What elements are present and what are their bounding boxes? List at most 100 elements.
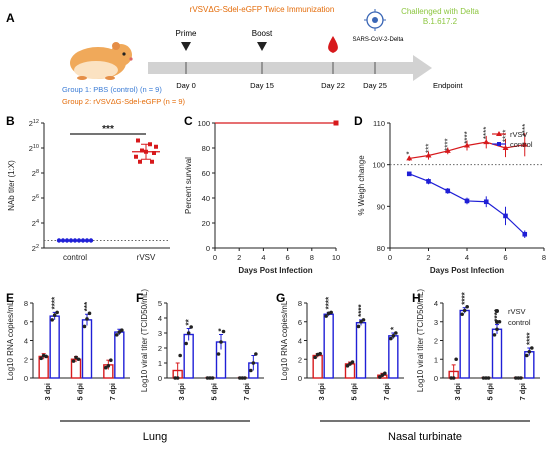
x-tick-label-G-1: 5 dpi [350, 383, 359, 401]
data-point-G-control-2-0 [389, 336, 393, 341]
y-tick-label-B-0: 22 [32, 244, 39, 253]
challenge-variant: B.1.617.2 [423, 17, 458, 26]
timeline-bar [148, 62, 413, 74]
significance-label-D-2: **** [444, 138, 453, 150]
significance-label-G-0: **** [325, 296, 334, 309]
day-15: Day 15 [250, 81, 274, 90]
data-point-B-control-5 [76, 238, 82, 243]
data-point-B-rvsv-0 [136, 138, 140, 143]
data-point-H-rVSV-0-2 [454, 357, 458, 362]
significance-label-D-4: **** [482, 127, 491, 139]
data-point-H-rVSV-1-2 [486, 376, 491, 380]
legend-marker-H-control [495, 320, 499, 324]
data-point-D-control-1 [426, 179, 431, 184]
data-point-B-control-0 [56, 238, 62, 243]
data-point-D-control-0 [406, 171, 412, 177]
significance-label-H-2: **** [525, 332, 534, 345]
x-tick-label-C-3: 6 [286, 253, 290, 262]
significance-label-D-6: **** [521, 124, 530, 136]
group-1-label: Group 1: PBS (control) (n = 9) [62, 85, 162, 94]
y-label-D: % Weigh change [357, 155, 366, 216]
data-point-B-rvsv-3 [140, 148, 144, 153]
data-point-E-control-2-0 [115, 333, 119, 337]
data-point-H-rVSV-1-1 [484, 376, 488, 380]
data-point-G-control-1-2 [361, 318, 366, 322]
significance-label-D-0: * [405, 151, 414, 154]
hamster-illustration [70, 42, 133, 80]
legend-label-D-rVSV: rVSV [510, 130, 528, 139]
x-tick-label-F-0: 3 dpi [177, 383, 186, 401]
data-point-E-rVSV-1-2 [76, 357, 81, 362]
legend-label-H-control: control [508, 318, 531, 327]
y-tick-label-E-4: 8 [24, 299, 28, 308]
x-tick-label-B-1: rVSV [137, 253, 156, 262]
data-point-F-rVSV-1-2 [210, 376, 215, 380]
x-tick-label-F-2: 7 dpi [242, 383, 251, 401]
data-point-G-rVSV-1-1 [348, 362, 352, 366]
x-tick-label-H-1: 5 dpi [486, 383, 495, 401]
bar-E-control-2 [114, 331, 125, 379]
data-point-H-control-2-0 [525, 353, 529, 358]
data-point-F-control-1-1 [219, 340, 223, 344]
data-point-F-control-1-0 [216, 352, 221, 356]
bar-G-control-1 [355, 321, 367, 379]
y-tick-label-H-3: 3 [434, 318, 438, 327]
y-tick-label-G-3: 6 [298, 318, 302, 327]
bar-H-control-1 [491, 328, 503, 379]
data-point-G-control-2-1 [391, 334, 396, 338]
data-point-F-rVSV-2-1 [240, 376, 245, 380]
x-tick-label-E-2: 7 dpi [108, 383, 117, 401]
day-0: Day 0 [176, 81, 196, 90]
data-point-H-control-1-1 [495, 327, 499, 332]
data-point-F-rVSV-0-0 [173, 376, 177, 380]
data-point-E-rVSV-0-0 [39, 356, 43, 361]
data-point-G-rVSV-1-2 [350, 360, 355, 364]
significance-label-G-1: **** [357, 304, 366, 317]
bar-E-control-1 [81, 319, 93, 379]
y-tick-label-E-0: 0 [24, 374, 28, 383]
event-boost: Boost [252, 29, 273, 38]
survival-marker-C [333, 120, 339, 126]
x-tick-label-H-0: 3 dpi [453, 383, 462, 401]
y-tick-label-C-0: 0 [206, 244, 210, 253]
y-tick-label-H-4: 4 [434, 299, 438, 308]
significance-label-E-0: **** [51, 296, 60, 309]
y-tick-label-E-1: 2 [24, 355, 28, 364]
data-point-E-rVSV-2-2 [109, 358, 113, 362]
data-point-F-rVSV-0-1 [175, 376, 180, 380]
x-label-C: Days Post Infection [238, 266, 312, 275]
immunization-header: rVSVΔG-Sdel-eGFP Twice Immunization [190, 5, 335, 14]
panel-label-b: B [6, 114, 15, 128]
data-point-B-control-7 [84, 238, 90, 243]
y-tick-label-C-5: 100 [197, 119, 210, 128]
data-point-F-rVSV-0-2 [178, 353, 182, 358]
y-tick-label-C-2: 40 [202, 194, 210, 203]
data-point-D-rVSV-4 [483, 139, 490, 145]
y-tick-label-E-2: 4 [24, 337, 28, 346]
x-tick-label-H-2: 7 dpi [518, 383, 527, 401]
data-point-F-control-0-2 [189, 325, 193, 329]
significance-label-B: *** [102, 124, 114, 135]
timeline-arrowhead [413, 55, 432, 81]
x-tick-label-E-1: 5 dpi [76, 383, 85, 401]
data-point-B-control-4 [72, 238, 78, 243]
data-point-G-control-0-0 [324, 314, 328, 318]
data-point-D-rVSV-5 [502, 145, 509, 150]
y-tick-label-B-3: 28 [32, 169, 39, 178]
x-tick-label-C-0: 0 [213, 253, 217, 262]
data-point-B-rvsv-7 [138, 159, 142, 164]
y-label-B: NAb titer (1:X) [7, 160, 16, 211]
bar-G-control-2 [388, 335, 399, 379]
y-tick-label-D-2: 100 [372, 161, 385, 170]
y-tick-label-F-2: 2 [158, 344, 162, 353]
data-point-H-control-0-2 [465, 304, 469, 309]
data-point-F-control-1-2 [221, 329, 226, 334]
data-point-H-rVSV-0-1 [451, 376, 456, 380]
endpoint-label: Endpoint [433, 81, 464, 90]
legend-label-H-rVSV: rVSV [508, 307, 526, 316]
x-tick-label-D-1: 2 [426, 253, 430, 262]
data-point-F-rVSV-1-0 [205, 376, 210, 380]
y-label-C: Percent survival [184, 157, 193, 214]
